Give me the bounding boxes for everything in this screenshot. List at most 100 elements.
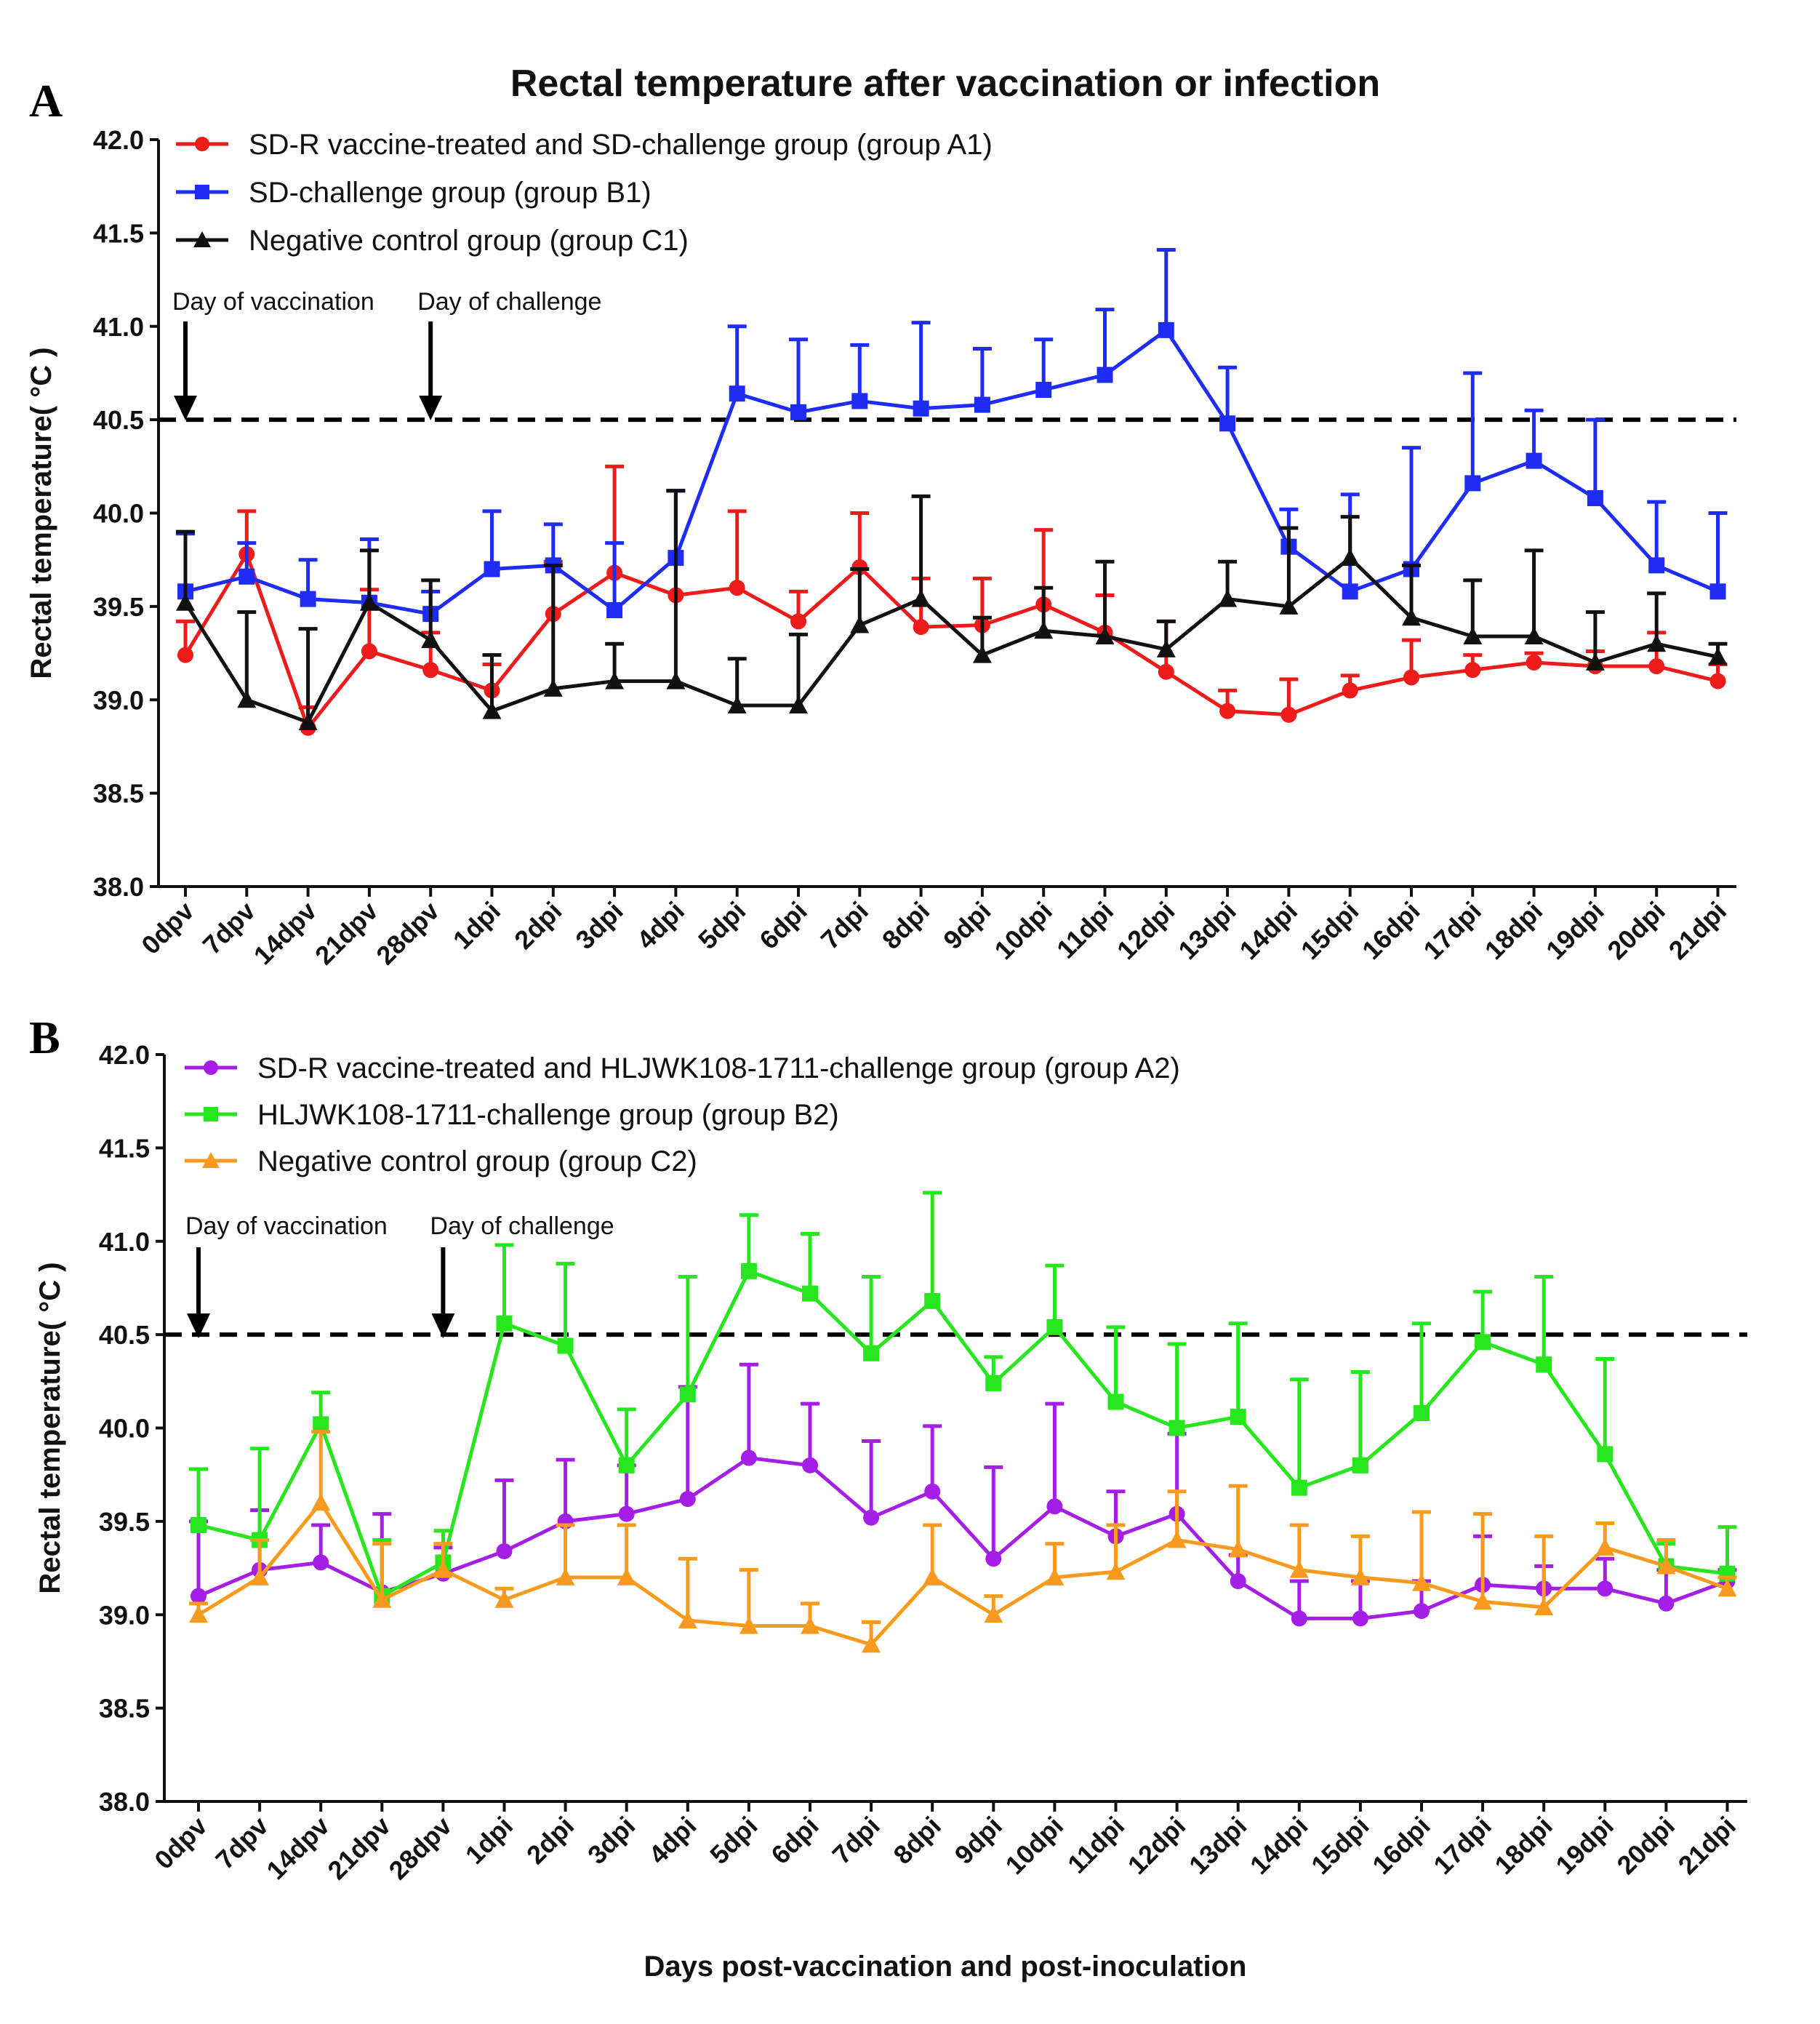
panel-a-y-axis-title: Rectal temperature( °C ): [25, 347, 57, 679]
panel-b-data-point-orange: [617, 1567, 636, 1585]
panel-a-data-point-blue: [1097, 367, 1113, 383]
panel-b-data-point-orange: [1228, 1540, 1248, 1558]
panel-b-data-point-green: [985, 1375, 1002, 1391]
panel-a-data-point-red: [1280, 706, 1297, 723]
panel-a-series-black: [176, 489, 1728, 731]
panel-b-data-point-green: [802, 1285, 818, 1302]
panel-a-data-point-red: [1158, 663, 1174, 680]
panel-b-y-tick-label: 42.0: [99, 1040, 150, 1070]
panel-b-data-point-purple: [313, 1554, 329, 1571]
panel-b-data-point-green: [1291, 1479, 1307, 1496]
panel-a-data-point-blue: [1587, 489, 1603, 506]
panel-a-annotation-challenge: Day of challenge: [417, 288, 601, 316]
panel-a-data-point-blue: [913, 400, 929, 417]
panel-b-data-point-orange: [1167, 1530, 1187, 1548]
panel-a-data-point-black: [911, 589, 931, 607]
panel-b-data-point-orange: [556, 1567, 575, 1585]
panel-a-data-point-black: [789, 695, 808, 713]
panel-a-data-point-black: [1402, 608, 1421, 626]
panel-b-data-point-purple: [740, 1449, 757, 1466]
panel-b-data-point-purple: [1414, 1603, 1430, 1620]
panel-b-data-point-orange: [1595, 1537, 1615, 1556]
panel-b-data-point-orange: [862, 1635, 881, 1653]
panel-b-data-point-purple: [1291, 1610, 1307, 1627]
panel-a-y-tick-label: 42.0: [93, 125, 144, 155]
panel-a-data-point-red: [1464, 662, 1481, 679]
panel-b-data-point-purple: [1597, 1580, 1613, 1597]
panel-a-y-tick-label: 41.0: [93, 312, 144, 342]
panel-a-y-tick-label: 38.0: [93, 872, 144, 902]
panel-a-data-point-black: [1463, 626, 1483, 644]
panel-b-legend-entry-orange: Negative control group (group C2): [185, 1145, 697, 1177]
panel-b-legend-marker-orange: [202, 1152, 220, 1168]
panel-b-data-point-purple: [863, 1509, 880, 1526]
panel-a-data-point-red: [913, 619, 929, 636]
panel-a-data-point-black: [1647, 634, 1667, 652]
panel-a-annotation-arrow-head: [174, 396, 197, 420]
panel-b-annotation-arrow-head: [187, 1313, 210, 1338]
panel-a-data-point-blue: [1342, 583, 1358, 600]
panel-b-data-point-green: [1352, 1457, 1368, 1473]
panel-b-data-point-green: [191, 1517, 207, 1534]
panel-a-data-point-blue: [1219, 415, 1236, 432]
panel-b-data-point-green: [618, 1457, 635, 1473]
panel-b-data-point-green: [1597, 1446, 1613, 1463]
panel-a-data-point-red: [1219, 703, 1236, 719]
panel-a-data-point-black: [298, 713, 318, 731]
panel-a-data-point-red: [790, 613, 806, 630]
panel-b-data-point-green: [1046, 1319, 1063, 1335]
panel-b-data-point-purple: [1046, 1498, 1063, 1515]
panel-b-data-point-purple: [1352, 1610, 1368, 1627]
panel-b-y-tick-label: 38.0: [99, 1787, 150, 1817]
panel-b-legend-marker-purple: [204, 1060, 218, 1075]
panel-b-data-point-green: [1536, 1356, 1552, 1373]
panel-b-data-point-purple: [1658, 1595, 1675, 1612]
panel-a-data-point-blue: [1158, 321, 1174, 338]
panel-b-y-tick-label: 40.5: [99, 1320, 150, 1350]
panel-a-data-point-blue: [729, 385, 745, 402]
panel-b-data-point-orange: [678, 1610, 697, 1628]
panel-a-legend-label-black: Negative control group (group C1): [249, 225, 689, 257]
panel-b-data-point-purple: [496, 1543, 513, 1559]
panel-b-data-point-orange: [372, 1590, 392, 1608]
panel-a-data-point-black: [850, 615, 870, 633]
panel-a-y-tick-label: 40.5: [93, 405, 144, 435]
panel-b-data-point-green: [863, 1345, 880, 1361]
panel-a-data-point-black: [482, 701, 502, 719]
panel-a-data-point-blue: [974, 396, 990, 413]
panel-b-data-point-orange: [1106, 1562, 1126, 1580]
panel-a-data-point-black: [727, 695, 747, 713]
panel-a-legend-label-blue: SD-challenge group (group B1): [249, 177, 652, 209]
panel-a-data-point-red: [422, 662, 439, 679]
panel-b-annotation-challenge: Day of challenge: [430, 1212, 614, 1240]
panel-a-legend-marker-black: [193, 231, 211, 247]
panel-a-data-point-black: [666, 671, 686, 689]
panel-b-data-point-orange: [250, 1567, 270, 1585]
panel-b-series-line-purple: [198, 1456, 1728, 1620]
panel-b-data-point-green: [1414, 1404, 1430, 1421]
panel-b-y-tick-label: 39.0: [99, 1600, 150, 1630]
panel-a-y-tick-label: 39.0: [93, 685, 144, 715]
panel-b-data-point-orange: [1534, 1597, 1554, 1615]
panel-a-data-point-red: [361, 643, 377, 660]
panel-b-y-tick-label: 41.0: [99, 1227, 150, 1257]
panel-b-data-point-green: [557, 1337, 574, 1354]
panel-b-data-point-orange: [1717, 1579, 1737, 1597]
panel-b-data-point-orange: [311, 1493, 331, 1511]
panel-a-annotation-arrow-head: [419, 396, 443, 420]
panel-a-data-point-red: [1648, 658, 1665, 675]
panel-a-data-point-blue: [606, 602, 623, 619]
panel-a-data-point-black: [1218, 589, 1238, 607]
panel-a-data-point-black: [359, 593, 379, 611]
panel-a-legend-entry-blue: SD-challenge group (group B1): [176, 177, 652, 209]
panel-b-data-point-green: [679, 1386, 696, 1403]
panel-b-data-point-purple: [191, 1588, 207, 1604]
panel-a-data-point-red: [729, 580, 745, 596]
panel-b-data-point-orange: [984, 1605, 1003, 1623]
panel-a-legend-marker-blue: [195, 185, 209, 199]
x-axis-title: Days post-vaccination and post-inoculati…: [644, 1951, 1247, 1983]
panel-a-y-tick-label: 40.0: [93, 499, 144, 529]
panel-a-data-point-black: [237, 690, 257, 708]
panel-b-series-line-green: [198, 1269, 1728, 1599]
